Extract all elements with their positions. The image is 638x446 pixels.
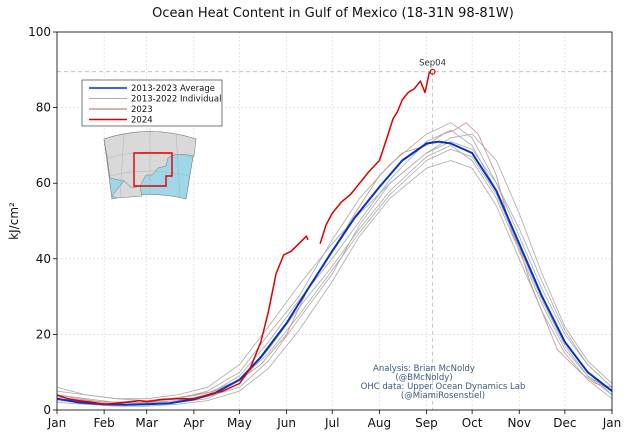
y-tick-label: 20	[36, 327, 51, 341]
y-tick-label: 0	[43, 403, 51, 417]
plot-frame	[56, 31, 613, 411]
x-tick-label: Dec	[553, 416, 576, 430]
y-tick-label: 100	[28, 25, 51, 39]
grid	[57, 32, 612, 410]
legend-label: 2023	[131, 105, 153, 115]
series-line-2024	[56, 235, 309, 406]
series-line-individual-year	[56, 133, 613, 400]
x-tick-label: Apr	[183, 416, 204, 430]
credit-data-handle: (@MiamiRosenstiel)	[401, 391, 485, 401]
series-line-individual-year	[56, 141, 613, 403]
credit-analysis: Analysis: Brian McNoldy	[373, 364, 475, 374]
reference-lines	[57, 71, 612, 410]
annotation-marker	[429, 68, 436, 75]
y-tick-label: 80	[36, 101, 51, 115]
x-tick-label: Jul	[324, 416, 339, 430]
x-tick-label: Jan	[47, 416, 67, 430]
chart-title: Ocean Heat Content in Gulf of Mexico (18…	[152, 6, 514, 21]
x-tick-label: Mar	[135, 416, 158, 430]
credit-analysis-handle: (@BMcNoldy)	[395, 373, 452, 383]
series-line-individual-year	[56, 160, 613, 407]
x-tick-label: Aug	[368, 416, 391, 430]
x-tick-label: May	[227, 416, 252, 430]
x-tick-label: Oct	[462, 416, 483, 430]
legend-label: 2024	[131, 116, 153, 126]
y-axis: 0 20 40 60 80 100	[28, 25, 57, 417]
annotation-label: Sep04	[419, 59, 446, 69]
credits: Analysis: Brian McNoldy (@BMcNoldy) OHC …	[361, 364, 526, 401]
series-line-2013-2023-average	[56, 140, 613, 406]
y-tick-label: 60	[36, 176, 51, 190]
x-tick-label: Nov	[508, 416, 531, 430]
x-tick-label: Jan	[602, 416, 622, 430]
series-line-individual-year	[56, 122, 613, 403]
x-tick-label: Jun	[276, 416, 296, 430]
series-line-2024	[319, 71, 431, 244]
legend-label: 2013-2022 Individual	[131, 95, 221, 105]
x-tick-label: Sep	[415, 416, 438, 430]
gulf-of-mexico-map-icon	[103, 128, 197, 200]
credit-data: OHC data: Upper Ocean Dynamics Lab	[361, 382, 526, 392]
x-tick-label: Feb	[94, 416, 115, 430]
series-group	[56, 71, 613, 407]
y-axis-label: kJ/cm²	[7, 202, 21, 240]
legend-label: 2013-2023 Average	[131, 84, 215, 94]
y-tick-label: 40	[36, 252, 51, 266]
x-axis: Jan Feb Mar Apr May Jun Jul Aug Sep Oct Nov Dec Jan	[47, 410, 622, 430]
annotation: Sep04	[419, 59, 446, 75]
